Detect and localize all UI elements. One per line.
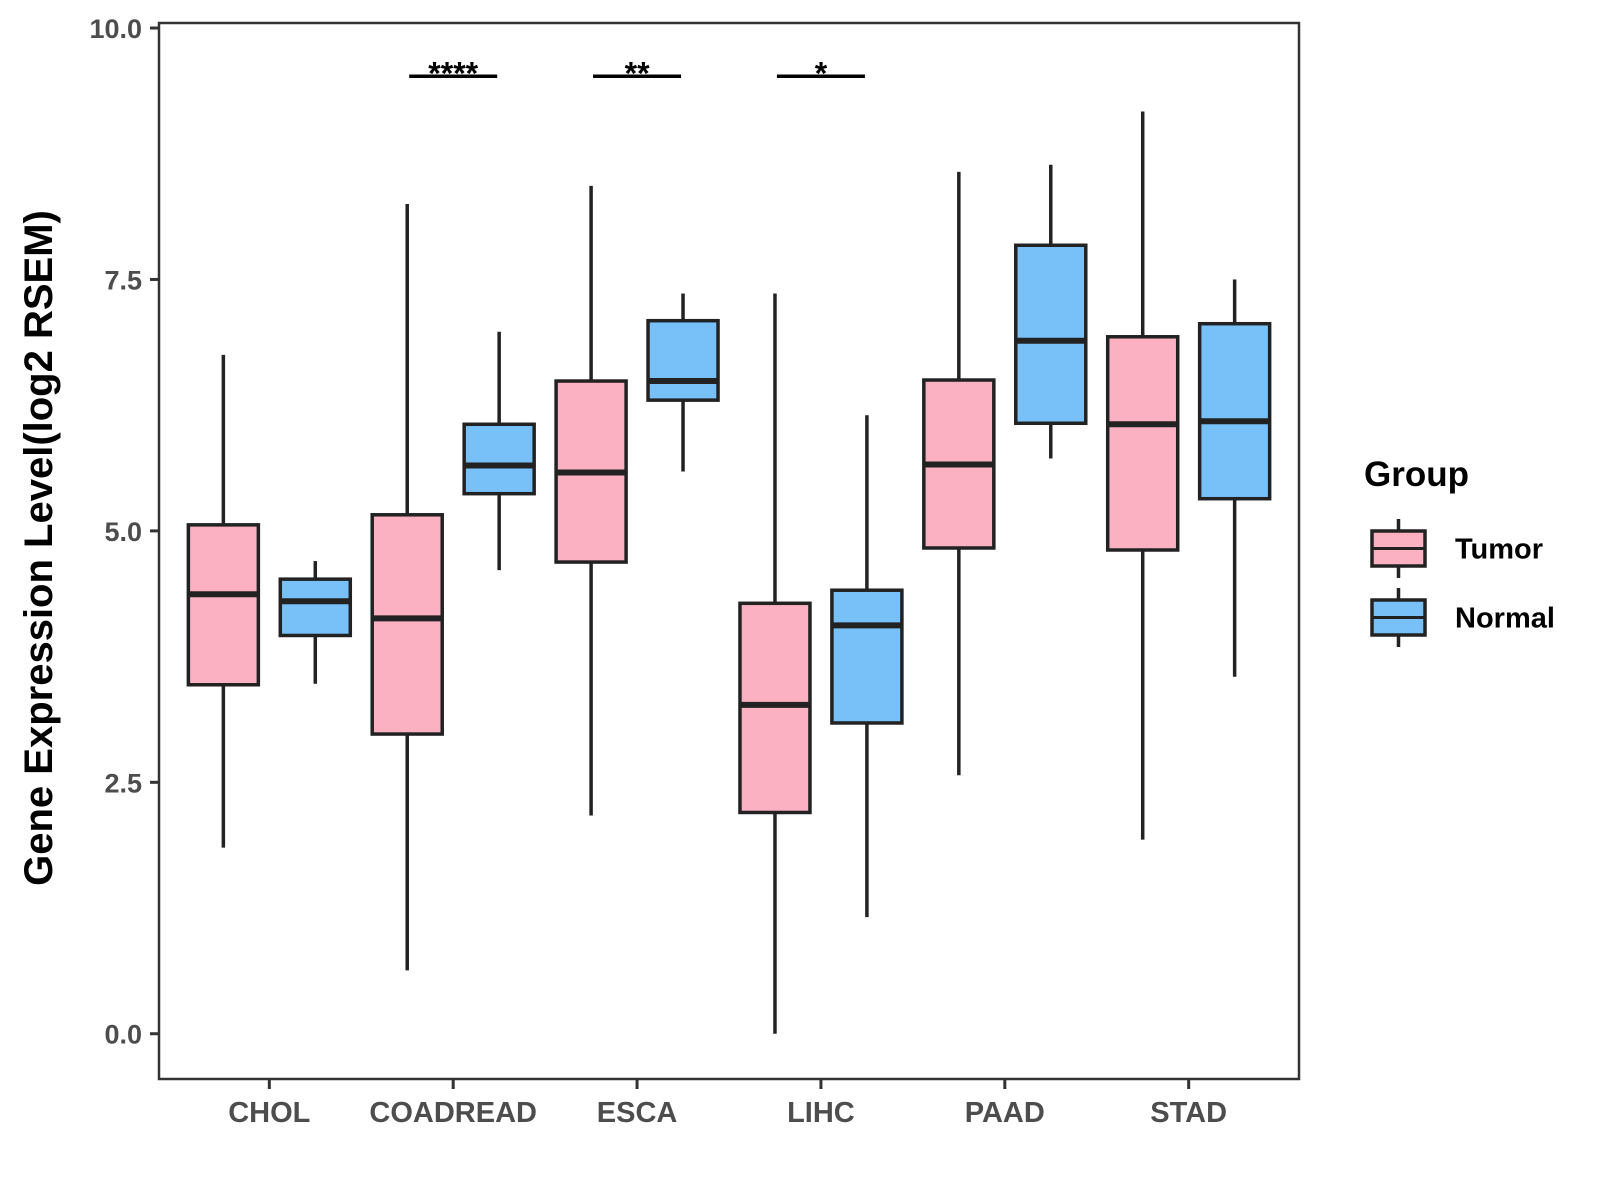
iqr-box <box>370 513 444 736</box>
x-tick-label: CHOL <box>228 1097 310 1129</box>
tumor-box-esca <box>554 185 628 816</box>
normal-box-chol <box>278 561 353 684</box>
iqr-box <box>462 422 536 496</box>
significance-label: **** <box>428 55 478 91</box>
x-tick-label: COADREAD <box>369 1097 537 1129</box>
iqr-box <box>646 318 720 402</box>
iqr-box <box>1014 243 1088 426</box>
x-tick-label: ESCA <box>597 1097 678 1129</box>
iqr-box <box>1105 335 1180 552</box>
x-tick-label: PAAD <box>965 1097 1045 1129</box>
x-tick-label: STAD <box>1150 1097 1227 1129</box>
tumor-box-stad <box>1105 111 1180 840</box>
iqr-box <box>278 577 353 638</box>
legend: Group Tumor Normal <box>1364 455 1555 647</box>
legend-entry-tumor: Tumor <box>1370 519 1543 578</box>
legend-title: Group <box>1364 455 1469 494</box>
y-tick-label: 0.0 <box>104 1020 142 1050</box>
y-tick-label: 10.0 <box>89 14 142 44</box>
iqr-box <box>830 588 904 725</box>
iqr-box <box>1197 321 1272 501</box>
significance-label: ** <box>625 55 650 91</box>
legend-label: Normal <box>1455 603 1555 635</box>
plot-layer: 0.02.55.07.510.0**** ** *CHOL COADREAD ESCA L… <box>89 14 1301 1129</box>
legend-entry-normal: Normal <box>1370 588 1555 647</box>
tumor-box-lihc <box>738 293 812 1034</box>
y-tick-label: 2.5 <box>104 768 142 798</box>
tumor-box-paad <box>922 171 996 776</box>
normal-box-lihc <box>830 415 904 918</box>
significance-label: * <box>815 55 828 91</box>
tumor-box-coadread <box>370 204 444 971</box>
plot-panel-border <box>157 21 1301 1081</box>
tumor-box-chol <box>186 354 261 848</box>
normal-box-stad <box>1197 279 1272 677</box>
iqr-box <box>186 523 261 687</box>
iqr-box <box>738 601 812 815</box>
y-tick-label: 5.0 <box>104 517 142 547</box>
legend-label: Tumor <box>1455 534 1543 566</box>
y-axis-title: Gene Expression Level(log2 RSEM) <box>17 210 61 886</box>
x-tick-label: LIHC <box>787 1097 855 1129</box>
normal-box-esca <box>646 293 720 472</box>
legend-entries: Tumor Normal <box>1370 519 1555 647</box>
normal-box-coadread <box>462 331 536 571</box>
y-tick-label: 7.5 <box>104 265 142 295</box>
normal-box-paad <box>1014 164 1088 459</box>
